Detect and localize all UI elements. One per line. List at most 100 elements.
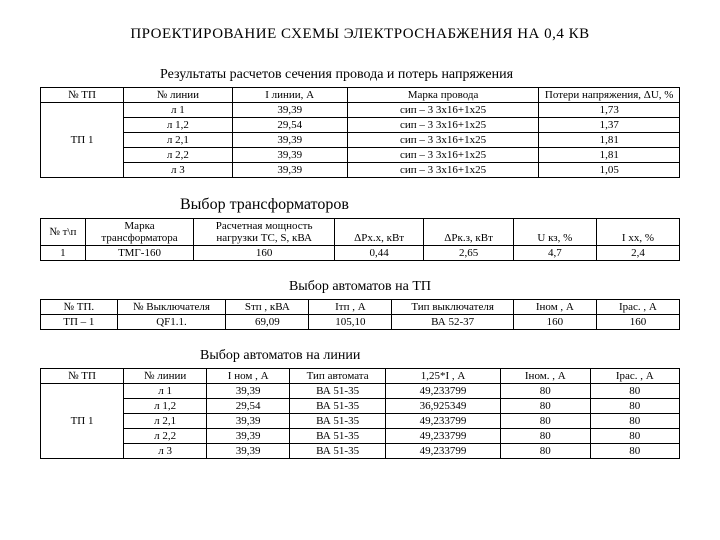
cell: ВА 51-35 [290, 399, 386, 414]
cell: 1,81 [539, 133, 680, 148]
cell: 80 [501, 384, 590, 399]
cell: 39,39 [232, 148, 347, 163]
table-row: ТП 1 л 1 39,39 сип – 3 3х16+1х25 1,73 [41, 103, 680, 118]
table3-h0: № ТП. [41, 300, 118, 315]
table2-heading: Выбор трансформаторов [180, 196, 680, 214]
cell: 39,39 [232, 133, 347, 148]
table1-h2: I линии, А [232, 88, 347, 103]
table4-h0: № ТП [41, 369, 124, 384]
cell: л 1 [124, 103, 233, 118]
table2-h0: № т\п [41, 219, 86, 246]
table2-h3: ΔРх.х, кВт [334, 219, 423, 246]
cell: 2,4 [596, 246, 679, 261]
cell: 80 [501, 444, 590, 459]
cell: 160 [513, 315, 596, 330]
table-row: л 3 39,39 сип – 3 3х16+1х25 1,05 [41, 163, 680, 178]
cell: л 3 [124, 163, 233, 178]
table2-h2: Расчетная мощность нагрузки ТС, S, кВА [194, 219, 335, 246]
table3-h5: Iном , А [513, 300, 596, 315]
cell: 80 [590, 429, 680, 444]
cell: л 1,2 [124, 118, 233, 133]
table3-h1: № Выключателя [117, 300, 226, 315]
table2: № т\п Марка трансформатора Расчетная мощ… [40, 218, 680, 261]
cell: ВА 51-35 [290, 414, 386, 429]
cell: ВА 51-35 [290, 384, 386, 399]
cell: сип – 3 3х16+1х25 [347, 118, 539, 133]
cell: 39,39 [207, 384, 290, 399]
cell: 4,7 [513, 246, 596, 261]
table3-header-row: № ТП. № Выключателя Sтп , кВА Iтп , А Ти… [41, 300, 680, 315]
table4-header-row: № ТП № линии I ном , А Тип автомата 1,25… [41, 369, 680, 384]
cell: ТП – 1 [41, 315, 118, 330]
cell: сип – 3 3х16+1х25 [347, 103, 539, 118]
table3-h2: Sтп , кВА [226, 300, 309, 315]
table1-h3: Марка провода [347, 88, 539, 103]
cell: сип – 3 3х16+1х25 [347, 133, 539, 148]
table-row: л 1,2 29,54 сип – 3 3х16+1х25 1,37 [41, 118, 680, 133]
cell: 2,65 [424, 246, 513, 261]
cell: 39,39 [207, 429, 290, 444]
table1-h1: № линии [124, 88, 233, 103]
cell: 39,39 [207, 444, 290, 459]
table2-h6: I хх, % [596, 219, 679, 246]
table4-h2: I ном , А [207, 369, 290, 384]
cell: 39,39 [232, 163, 347, 178]
table2-header-row: № т\п Марка трансформатора Расчетная мощ… [41, 219, 680, 246]
cell: 1,73 [539, 103, 680, 118]
cell: 69,09 [226, 315, 309, 330]
cell: 29,54 [207, 399, 290, 414]
table-row: 1 ТМГ-160 160 0,44 2,65 4,7 2,4 [41, 246, 680, 261]
cell: ВА 51-35 [290, 444, 386, 459]
cell: л 2,2 [124, 429, 207, 444]
table3-h3: Iтп , А [309, 300, 392, 315]
cell: л 1 [124, 384, 207, 399]
cell: 160 [194, 246, 335, 261]
cell: 160 [596, 315, 679, 330]
cell: 80 [590, 414, 680, 429]
table-row: ТП – 1 QF1.1. 69,09 105,10 ВА 52-37 160 … [41, 315, 680, 330]
table4-heading: Выбор автоматов на линии [200, 348, 680, 364]
table4-h5: Iном. , А [501, 369, 590, 384]
table2-h4: ΔРк.з, кВт [424, 219, 513, 246]
table-row: л 3 39,39 ВА 51-35 49,233799 80 80 [41, 444, 680, 459]
cell: ТМГ-160 [85, 246, 194, 261]
cell: QF1.1. [117, 315, 226, 330]
cell: 80 [501, 429, 590, 444]
cell: л 2,1 [124, 414, 207, 429]
table1-h4: Потери напряжения, ΔU, % [539, 88, 680, 103]
table2-h1: Марка трансформатора [85, 219, 194, 246]
cell: 1 [41, 246, 86, 261]
cell: 1,37 [539, 118, 680, 133]
cell: 80 [501, 399, 590, 414]
table1-heading: Результаты расчетов сечения провода и по… [160, 67, 680, 83]
cell: 39,39 [207, 414, 290, 429]
cell: 49,233799 [386, 429, 501, 444]
table4-h6: Iрас. , А [590, 369, 680, 384]
table-row: ТП 1 л 1 39,39 ВА 51-35 49,233799 80 80 [41, 384, 680, 399]
cell: 105,10 [309, 315, 392, 330]
table4-tp-label: ТП 1 [41, 384, 124, 459]
cell: сип – 3 3х16+1х25 [347, 148, 539, 163]
table4-h4: 1,25*I , А [386, 369, 501, 384]
table1: № ТП № линии I линии, А Марка провода По… [40, 87, 680, 178]
cell: 1,05 [539, 163, 680, 178]
cell: 80 [590, 444, 680, 459]
cell: л 2,2 [124, 148, 233, 163]
cell: сип – 3 3х16+1х25 [347, 163, 539, 178]
table2-h5: U кз, % [513, 219, 596, 246]
cell: 36,925349 [386, 399, 501, 414]
table-row: л 2,1 39,39 ВА 51-35 49,233799 80 80 [41, 414, 680, 429]
table3-h4: Тип выключателя [392, 300, 513, 315]
table-row: л 2,2 39,39 ВА 51-35 49,233799 80 80 [41, 429, 680, 444]
table-row: л 2,2 39,39 сип – 3 3х16+1х25 1,81 [41, 148, 680, 163]
table1-header-row: № ТП № линии I линии, А Марка провода По… [41, 88, 680, 103]
table1-tp-label: ТП 1 [41, 103, 124, 178]
cell: 80 [501, 414, 590, 429]
table4-h3: Тип автомата [290, 369, 386, 384]
cell: л 2,1 [124, 133, 233, 148]
cell: ВА 52-37 [392, 315, 513, 330]
cell: 39,39 [232, 103, 347, 118]
table1-h0: № ТП [41, 88, 124, 103]
cell: 1,81 [539, 148, 680, 163]
table-row: л 1,2 29,54 ВА 51-35 36,925349 80 80 [41, 399, 680, 414]
